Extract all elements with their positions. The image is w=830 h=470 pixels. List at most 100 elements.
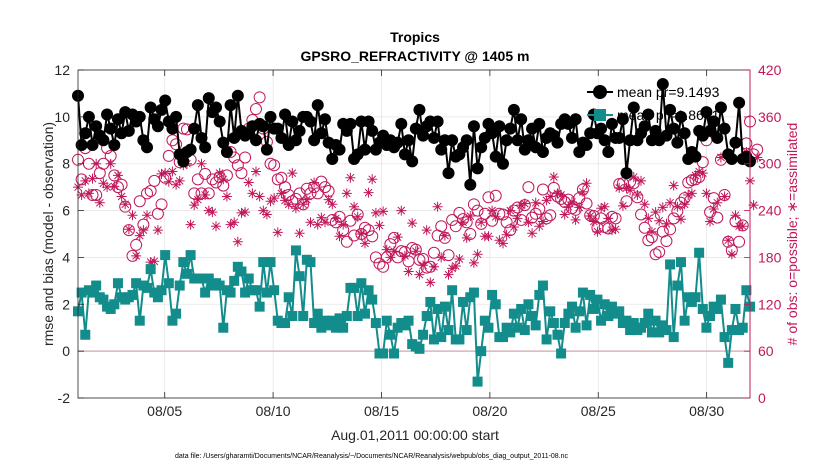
bias-point <box>127 289 138 300</box>
obs-assimilated-point <box>541 195 552 206</box>
obs-assimilated-point <box>715 152 726 163</box>
y-tick-label: 10 <box>54 109 70 125</box>
bias-point <box>214 280 225 291</box>
rmse-point <box>725 153 738 166</box>
obs-assimilated-point <box>443 269 454 280</box>
axes: 08/05 08/10 08/15 08/20 08/25 08/30 -2 0 2 4 6 8 10 1… <box>54 62 781 419</box>
obs-assimilated-point <box>610 224 621 235</box>
obs-assimilated-point <box>258 205 269 216</box>
y2-tick-label: 240 <box>758 203 782 219</box>
obs-assimilated-point <box>599 201 610 212</box>
rmse-point <box>184 143 197 156</box>
obs-assimilated-point <box>708 204 719 214</box>
rmse-point <box>144 101 157 114</box>
rmse-point <box>293 124 306 137</box>
rmse-point <box>413 103 426 116</box>
bias-point <box>305 257 316 268</box>
obs-assimilated-point <box>556 190 567 200</box>
bias-point <box>534 289 545 300</box>
rmse-point <box>362 115 375 128</box>
obs-assimilated-point <box>280 195 290 206</box>
bias-point <box>563 308 574 319</box>
obs-assimilated-point <box>407 218 418 229</box>
obs-assimilated-point <box>418 260 429 271</box>
obs-assimilated-point <box>712 197 723 208</box>
rmse-point <box>500 134 513 147</box>
obs-assimilated-point <box>360 238 370 249</box>
obs-assimilated-point <box>588 216 599 227</box>
obs-assimilated-point <box>646 226 657 237</box>
bias-point <box>472 376 483 387</box>
bias-point <box>200 287 211 298</box>
obs-assimilated-point <box>218 174 229 185</box>
rmse-point <box>471 162 484 175</box>
obs-assimilated-point <box>538 216 548 227</box>
bias-point <box>87 287 98 298</box>
obs-assimilated-point <box>323 194 334 205</box>
rmse-point <box>515 113 528 126</box>
rmse-point <box>711 131 724 144</box>
bias-point <box>454 334 465 345</box>
obs-assimilated-point <box>98 178 109 189</box>
y-axis-label: rmse and bias (model - observation) <box>40 122 56 346</box>
rmse-point <box>86 138 99 151</box>
rmse-point <box>177 155 190 168</box>
obs-assimilated-point <box>374 220 385 231</box>
x-tick-label: 08/20 <box>472 403 507 419</box>
obs-assimilated-point <box>334 231 345 242</box>
bias-point <box>479 315 490 326</box>
rmse-point <box>260 143 273 156</box>
obs-assimilated-point <box>679 199 690 210</box>
rmse-point <box>151 120 164 133</box>
obs-possible-point <box>297 198 310 211</box>
obs-assimilated-point <box>683 190 694 200</box>
obs-assimilated-point <box>283 199 294 210</box>
bias-point <box>690 292 701 303</box>
obs-assimilated-point <box>123 224 134 235</box>
bias-point <box>585 289 596 300</box>
obs-possible-point <box>206 173 219 186</box>
bias-point <box>567 301 578 312</box>
obs-assimilated-point <box>185 219 196 230</box>
bias-point <box>236 266 247 277</box>
obs-assimilated-point <box>349 201 360 212</box>
bias-point <box>523 299 534 310</box>
bias-point <box>599 299 610 310</box>
obs-assimilated-point <box>105 158 116 169</box>
obs-assimilated-point <box>174 175 185 186</box>
rmse-point <box>108 138 121 151</box>
obs-assimilated-point <box>251 166 261 177</box>
obs-possible-point <box>286 195 299 208</box>
obs-assimilated-point <box>109 181 120 192</box>
bias-point <box>548 318 559 329</box>
y2-tick-label: 180 <box>758 249 782 265</box>
obs-assimilated-point <box>214 168 225 179</box>
obs-assimilated-point <box>570 214 581 225</box>
y2-tick-label: 60 <box>758 343 774 359</box>
obs-assimilated-point <box>142 210 152 221</box>
rmse-point <box>602 146 615 158</box>
obs-assimilated-point <box>131 250 142 261</box>
obs-assimilated-point <box>200 190 211 200</box>
bias-point <box>109 299 120 310</box>
obs-assimilated-point <box>501 229 512 240</box>
rmse-point <box>580 138 593 151</box>
footnote: data file: /Users/gharamti/Documents/NCA… <box>175 453 569 460</box>
bias-point <box>679 315 690 326</box>
x-tick-label: 08/15 <box>364 403 399 419</box>
obs-assimilated-point <box>330 213 341 224</box>
obs-assimilated-point <box>381 244 392 255</box>
rmse-point <box>319 113 332 126</box>
rmse-point <box>435 143 448 156</box>
obs-assimilated-point <box>665 197 676 208</box>
rmse-point <box>82 110 95 123</box>
obs-assimilated-point <box>192 194 203 205</box>
obs-assimilated-point <box>403 266 414 277</box>
obs-assimilated-point <box>261 209 272 220</box>
rmse-point <box>718 122 731 135</box>
rmse-point <box>395 117 408 130</box>
obs-assimilated-point <box>76 190 87 200</box>
rmse-point <box>427 131 440 144</box>
rmse-point <box>224 99 237 112</box>
y2-tick-label: 420 <box>758 62 782 78</box>
